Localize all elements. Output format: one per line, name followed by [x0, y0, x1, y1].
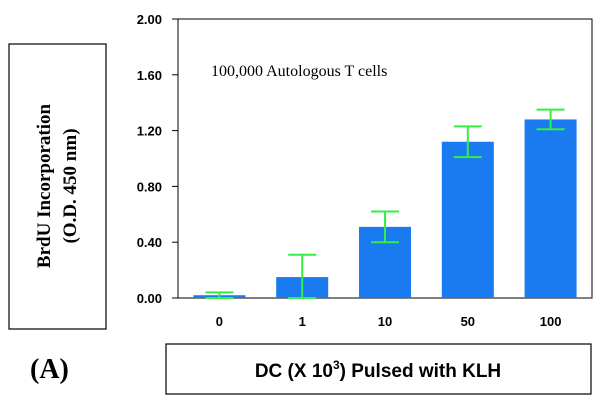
y-tick-label: 1.60: [137, 68, 162, 83]
ylabel-line2: (O.D. 450 nm): [60, 128, 81, 243]
bar: [524, 119, 577, 298]
panel-label: (A): [30, 354, 69, 385]
y-tick-label: 2.00: [137, 12, 162, 27]
y-tick-label: 0.00: [137, 291, 162, 306]
y-tick-label: 1.20: [137, 124, 162, 139]
x-tick-label: 100: [540, 314, 562, 329]
y-tick-label: 0.80: [137, 179, 162, 194]
y-axis-ticks: 0.00 0.40 0.80 1.20 1.60 2.00: [137, 12, 178, 306]
ylabel-box: [8, 43, 107, 330]
xlabel-pre: DC (X 10: [255, 361, 333, 382]
ylabel-line1: BrdU Incorporation: [34, 104, 55, 269]
bar: [441, 141, 494, 298]
xlabel-sup: 3: [333, 358, 340, 372]
x-axis-ticks: 0 1 10 50 100: [216, 314, 562, 329]
x-tick-label: 10: [378, 314, 392, 329]
x-tick-label: 50: [461, 314, 475, 329]
xlabel-post: ) Pulsed with KLH: [340, 361, 502, 382]
y-tick-label: 0.40: [137, 235, 162, 250]
x-tick-label: 1: [299, 314, 306, 329]
xlabel-box: [165, 343, 592, 395]
x-tick-label: 0: [216, 314, 223, 329]
annotation: 100,000 Autologous T cells: [211, 63, 387, 80]
ylabel: BrdU Incorporation (O.D. 450 nm): [34, 104, 81, 269]
xlabel: DC (X 103) Pulsed with KLH: [255, 358, 501, 382]
error-bars: [205, 108, 565, 299]
